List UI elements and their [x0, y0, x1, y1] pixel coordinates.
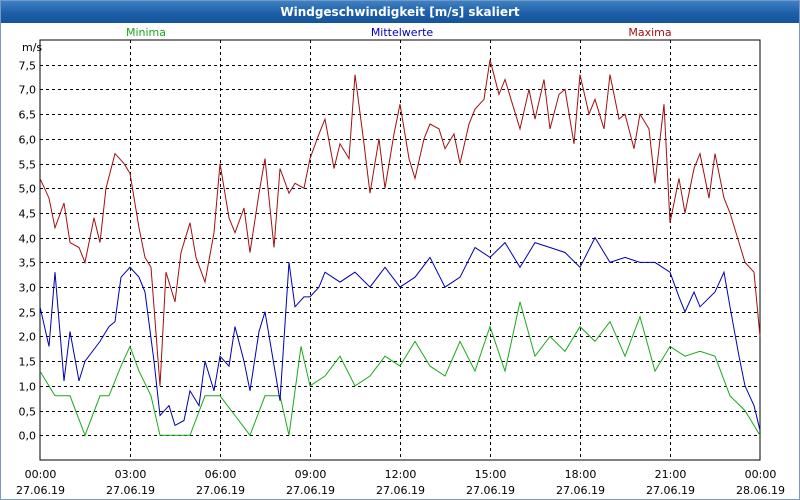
x-tick-date: 27.06.19 [16, 484, 65, 497]
y-tick-label: 2,0 [19, 331, 37, 344]
x-tick-date: 27.06.19 [106, 484, 155, 497]
y-tick-label: 4,0 [19, 233, 37, 246]
y-axis: 0,0 0,5 1,0 1,5 2,0 2,5 3,0 3,5 4,0 4,5 5,0 5,5 6,0 6… [19, 60, 37, 443]
x-tick-date: 27.06.19 [466, 484, 515, 497]
x-tick-time: 06:00 [205, 468, 237, 481]
x-tick-time: 18:00 [565, 468, 597, 481]
y-tick-label: 0,5 [19, 406, 37, 419]
x-tick-date: 27.06.19 [646, 484, 695, 497]
legend-minima: Minima [126, 26, 166, 39]
x-tick-date: 27.06.19 [196, 484, 245, 497]
x-tick-time: 15:00 [475, 468, 507, 481]
y-tick-label: 0,0 [19, 430, 37, 443]
y-tick-label: 6,5 [19, 109, 37, 122]
y-tick-label: 7,0 [19, 84, 37, 97]
x-tick-time: 00:00 [745, 468, 777, 481]
x-tick-date: 27.06.19 [556, 484, 605, 497]
x-tick-time: 03:00 [115, 468, 147, 481]
y-tick-label: 4,5 [19, 208, 37, 221]
y-tick-label: 5,0 [19, 183, 37, 196]
x-tick-time: 09:00 [295, 468, 327, 481]
series-mittelwerte-line [39, 236, 761, 431]
x-axis: 00:00 27.06.19 03:00 27.06.19 06:00 27.06.19 0… [16, 468, 785, 497]
x-tick-date: 27.06.19 [376, 484, 425, 497]
grid [39, 39, 761, 461]
y-tick-label: 3,0 [19, 282, 37, 295]
series-minima-line [39, 301, 761, 437]
x-tick-time: 00:00 [25, 468, 57, 481]
chart-title: Windgeschwindigkeit [m/s] skaliert [1, 1, 799, 23]
y-tick-label: 5,5 [19, 159, 37, 172]
y-axis-label: m/s [22, 41, 42, 54]
legend-mittelwerte: Mittelwerte [371, 26, 434, 39]
y-tick-label: 7,5 [19, 60, 37, 73]
x-tick-date: 27.06.19 [286, 484, 335, 497]
x-tick-time: 21:00 [655, 468, 687, 481]
y-tick-label: 6,0 [19, 134, 37, 147]
series-lines [39, 59, 761, 437]
legend-maxima: Maxima [628, 26, 671, 39]
x-tick-time: 12:00 [385, 468, 417, 481]
y-tick-label: 1,0 [19, 381, 37, 394]
x-tick-date: 28.06.19 [736, 484, 785, 497]
y-tick-label: 3,5 [19, 257, 37, 270]
y-tick-label: 1,5 [19, 356, 37, 369]
series-maxima-line [39, 59, 761, 386]
y-tick-label: 2,5 [19, 307, 37, 320]
